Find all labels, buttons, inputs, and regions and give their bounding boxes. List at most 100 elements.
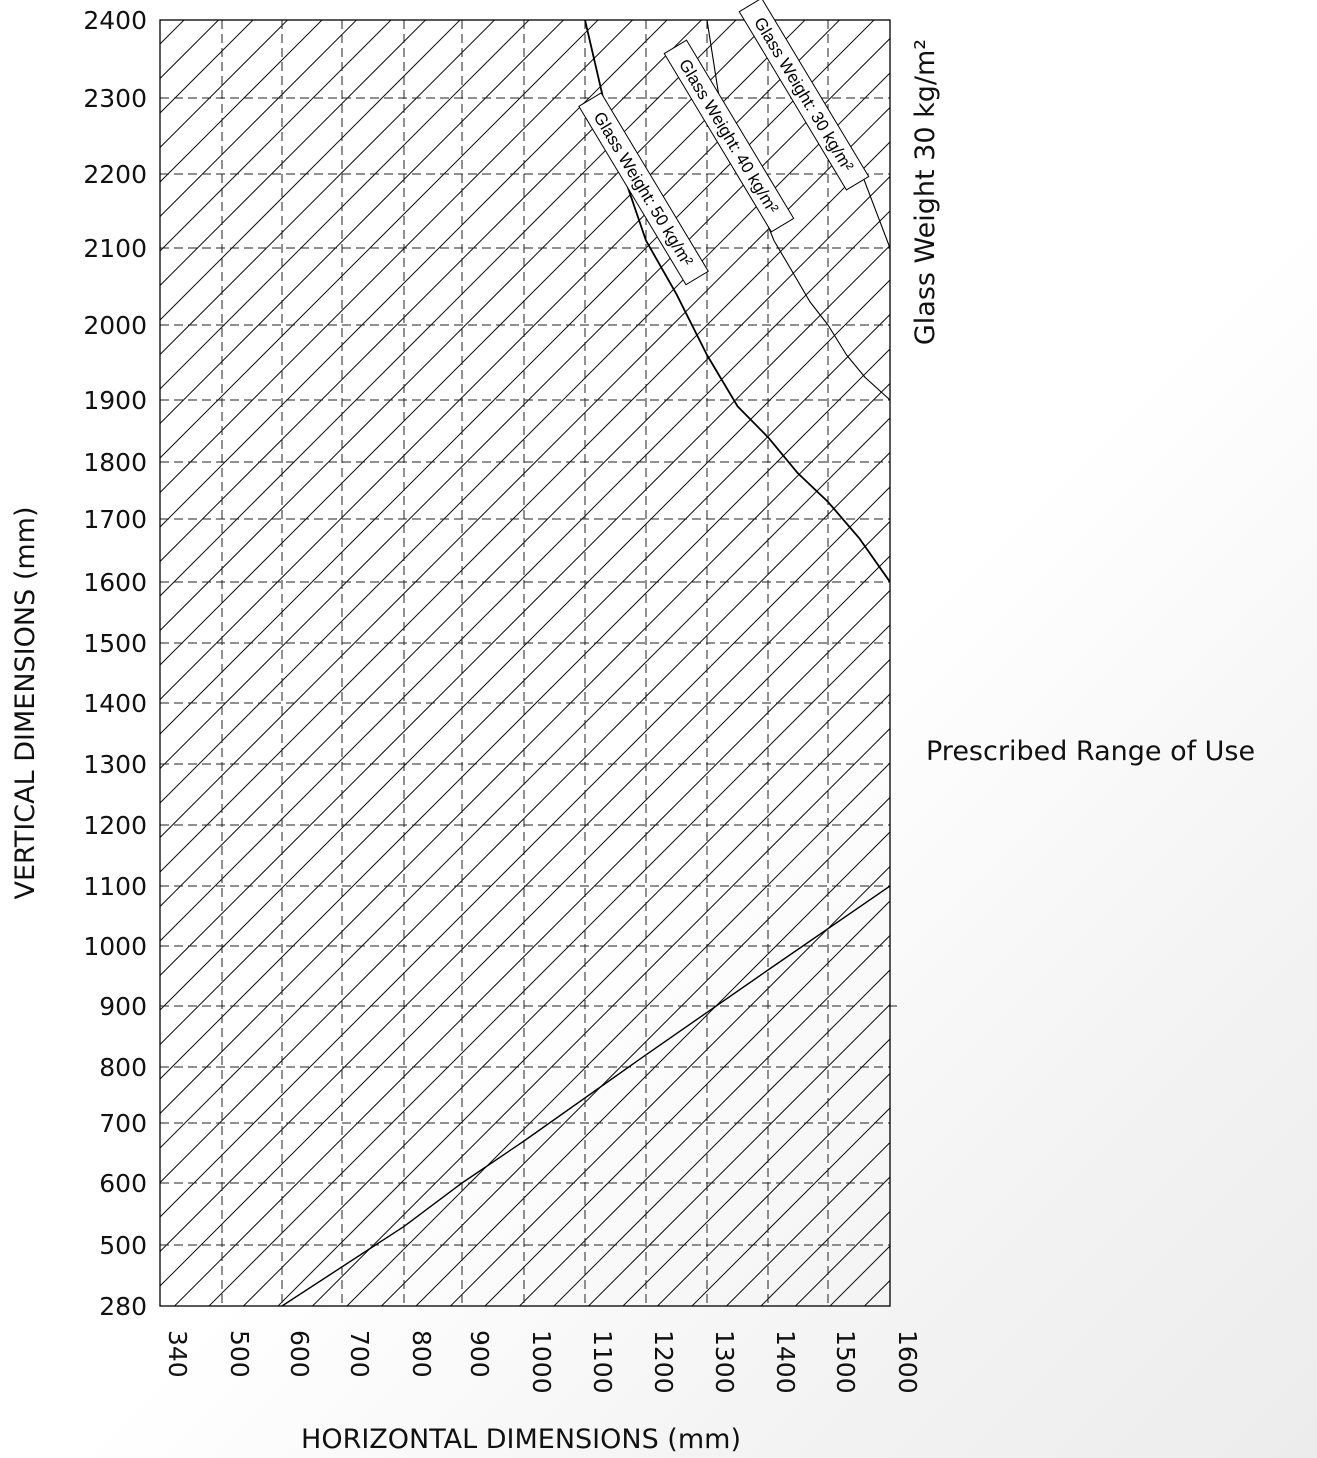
hatch-line xyxy=(346,762,890,1306)
hatch-line xyxy=(899,20,1317,1306)
x-tick-label: 700 xyxy=(345,1330,374,1378)
y-tick-label: 2300 xyxy=(83,84,147,113)
curve-label-box xyxy=(663,39,795,233)
hatch-line xyxy=(760,1176,890,1306)
curve-line xyxy=(584,19,891,583)
hatch-line xyxy=(160,520,890,1253)
curve-label-box xyxy=(578,92,709,286)
y-tick-label: 1100 xyxy=(83,872,147,901)
x-tick-label: 1300 xyxy=(710,1330,739,1394)
hatch-line xyxy=(160,555,890,1287)
hatch-line xyxy=(726,1141,890,1306)
hatch-line xyxy=(1072,20,1317,1306)
hatch-line xyxy=(277,693,890,1306)
y-tick-label: 1700 xyxy=(83,505,147,534)
hatch-line xyxy=(160,141,890,873)
x-tick-label: 900 xyxy=(465,1330,494,1378)
hatch-line xyxy=(160,486,890,1218)
hatch-line xyxy=(174,589,890,1306)
y-tick-label: 600 xyxy=(99,1169,147,1198)
x-tick-label: 340 xyxy=(163,1330,192,1378)
plot-frame xyxy=(159,19,891,1307)
hatch-line xyxy=(415,831,890,1306)
hatch-line xyxy=(160,20,426,287)
hatch-line xyxy=(588,1003,890,1306)
x-tick-label: 1400 xyxy=(771,1330,800,1394)
hatch-line xyxy=(934,20,1317,1306)
hatch-line xyxy=(160,20,392,252)
y-tick-label: 1400 xyxy=(83,689,147,718)
hatch-line xyxy=(160,348,890,1080)
hatch-line xyxy=(795,1210,890,1306)
y-tick-label: 700 xyxy=(99,1109,147,1138)
hatch-line xyxy=(160,20,737,597)
hatch-line xyxy=(829,1245,890,1306)
hatch-line xyxy=(1003,20,1317,1306)
hatch-line xyxy=(160,20,633,494)
lower-boundary-line xyxy=(281,885,891,1307)
x-axis-title: HORIZONTAL DIMENSIONS (mm) xyxy=(301,1424,741,1455)
hatch-line xyxy=(622,1038,890,1306)
x-tick-label: 1000 xyxy=(527,1330,556,1394)
hatch-line xyxy=(160,175,890,908)
curves xyxy=(281,19,891,1307)
y-tick-label: 2200 xyxy=(83,160,147,189)
y-tick-label: 1800 xyxy=(83,448,147,477)
hatch-line xyxy=(160,20,668,528)
y-tick-label: 1200 xyxy=(83,811,147,840)
hatch-line xyxy=(160,20,840,701)
hatch-line xyxy=(160,20,806,666)
grid xyxy=(160,20,898,1306)
y-tick-label: 2100 xyxy=(83,234,147,263)
hatch-line xyxy=(657,1072,890,1306)
x-tick-label: 1100 xyxy=(588,1330,617,1394)
prescribed-range-label: Prescribed Range of Use xyxy=(926,736,1255,767)
y-tick-label: 1300 xyxy=(83,750,147,779)
hatch-line xyxy=(243,658,890,1306)
y-tick-label: 900 xyxy=(99,992,147,1021)
y-tick-label: 1600 xyxy=(83,568,147,597)
hatch-line xyxy=(160,451,890,1184)
y-tick-label: 2400 xyxy=(83,6,147,35)
hatch-line xyxy=(208,624,890,1306)
x-tick-label: 500 xyxy=(225,1330,254,1378)
hatch-line xyxy=(160,382,890,1115)
hatch-line xyxy=(160,72,890,804)
hatch-line xyxy=(968,20,1317,1306)
x-tick-label: 600 xyxy=(285,1330,314,1378)
hatch-line xyxy=(160,20,495,356)
hatch-line xyxy=(160,20,702,563)
hatch-line xyxy=(160,244,890,977)
curve-label-text: Glass Weight: 50 kg/m² xyxy=(590,109,697,270)
x-tick-label: 1200 xyxy=(649,1330,678,1394)
hatch-line xyxy=(160,313,890,1046)
hatch-line xyxy=(484,900,890,1306)
curve-label-box xyxy=(738,0,870,191)
y-axis-title: VERTICAL DIMENSIONS (mm) xyxy=(10,507,41,900)
y-tick-label: 1000 xyxy=(83,932,147,961)
x-tick-label: 1500 xyxy=(831,1330,860,1394)
hatch-line xyxy=(1106,20,1317,1306)
hatch-line xyxy=(519,934,890,1306)
hatch-line xyxy=(160,20,357,218)
hatch-line xyxy=(450,865,890,1306)
y-tick-label: 2000 xyxy=(83,311,147,340)
hatch-line xyxy=(160,20,530,390)
hatch-line xyxy=(160,20,599,459)
hatch-line xyxy=(160,20,461,321)
y-tick-label: 280 xyxy=(99,1292,147,1321)
y-tick-label: 800 xyxy=(99,1053,147,1082)
hatch-line xyxy=(1037,20,1317,1306)
hatch-line xyxy=(160,279,890,1011)
hatch-line xyxy=(160,20,564,425)
y-tick-label: 500 xyxy=(99,1231,147,1260)
x-tick-label: 800 xyxy=(407,1330,436,1378)
hatch-line xyxy=(312,727,890,1306)
hatch-line xyxy=(160,210,890,942)
x-tick-labels: 340 500 600 700 800 900 1000 1100 1200 1300 1400 15… xyxy=(163,1330,922,1394)
hatch-line xyxy=(160,106,890,839)
hatch-line xyxy=(160,417,890,1149)
curve-label-text: Glass Weight: 40 kg/m² xyxy=(675,56,782,217)
glass-weight-side-label: Glass Weight 30 kg/m² xyxy=(910,39,941,345)
